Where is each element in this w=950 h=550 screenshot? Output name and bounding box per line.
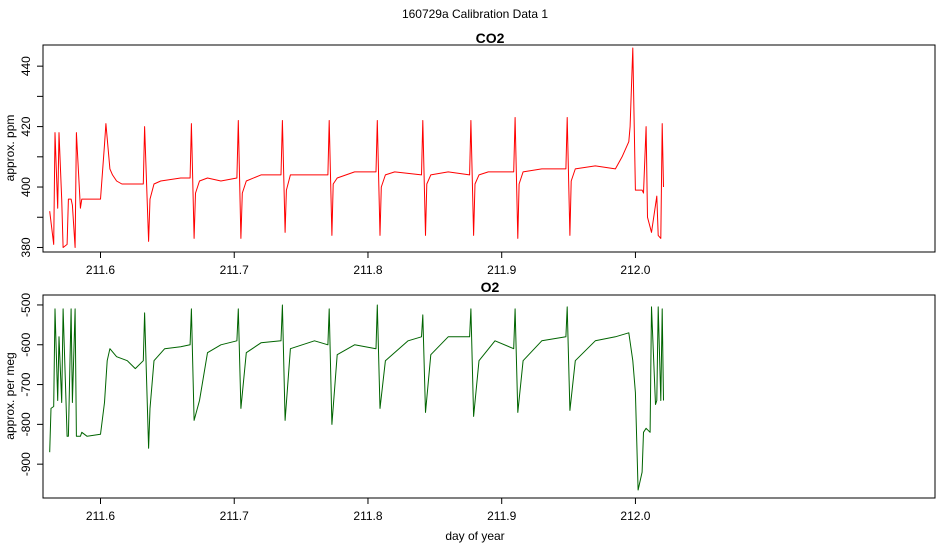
o2-series-line	[49, 304, 664, 491]
co2-xtick-label: 211.9	[487, 263, 516, 277]
co2-panel: CO2 approx. ppm 211.6 211.7 211.8 211.9 212.…	[3, 30, 936, 277]
o2-xtick-label: 212.0	[620, 509, 650, 523]
o2-ylabel: approx. per meg	[3, 352, 17, 439]
co2-xtick-label: 211.7	[220, 263, 249, 277]
co2-xtick-label: 211.6	[86, 263, 115, 277]
o2-xtick-label: 211.9	[487, 509, 516, 523]
o2-series-group	[49, 304, 664, 491]
o2-yaxis: -500 -600 -700 -800 -900	[19, 293, 43, 476]
o2-xtick-label: 211.7	[220, 509, 249, 523]
co2-title: CO2	[476, 30, 505, 46]
o2-xtick-label: 211.8	[353, 509, 382, 523]
co2-ylabel: approx. ppm	[3, 115, 17, 182]
co2-ytick-label: 400	[19, 177, 33, 197]
co2-yaxis: 380 400 420 440	[19, 56, 43, 257]
o2-panel: O2 approx. per meg day of year 211.6 211.…	[3, 279, 936, 543]
co2-plot-frame	[42, 44, 936, 253]
o2-ytick-label: -700	[19, 372, 33, 396]
o2-ytick-label: -900	[19, 452, 33, 476]
o2-ytick-label: -800	[19, 412, 33, 436]
co2-ytick-label: 380	[19, 237, 33, 257]
co2-xtick-label: 212.0	[620, 263, 650, 277]
figure-suptitle: 160729a Calibration Data 1	[402, 7, 548, 21]
o2-ytick-label: -600	[19, 332, 33, 356]
o2-plot-frame	[42, 294, 936, 499]
co2-series-line	[49, 47, 664, 248]
o2-ytick-label: -500	[19, 293, 33, 317]
o2-title: O2	[481, 279, 500, 295]
o2-xtick-label: 211.6	[86, 509, 115, 523]
co2-ytick-label: 420	[19, 116, 33, 136]
co2-xaxis: 211.6 211.7 211.8 211.9 212.0	[86, 252, 651, 277]
co2-series-group	[49, 47, 664, 248]
co2-ytick-label: 440	[19, 56, 33, 76]
co2-xtick-label: 211.8	[353, 263, 382, 277]
o2-xlabel: day of year	[445, 529, 504, 543]
o2-xaxis: 211.6 211.7 211.8 211.9 212.0	[86, 498, 651, 523]
